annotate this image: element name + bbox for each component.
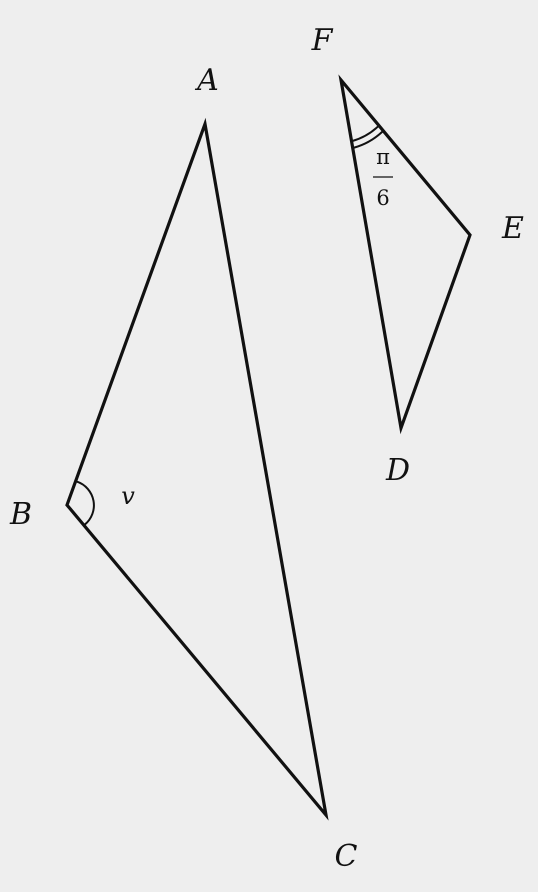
vertex-label-d: D [385, 453, 410, 488]
angle-arc-f-outer [353, 130, 384, 149]
angle-label-pi: π [376, 145, 390, 169]
vertex-label-f: F [311, 23, 334, 58]
vertex-label-b: B [9, 497, 32, 532]
vertex-label-a: A [194, 63, 219, 98]
angle-arc-f-inner [351, 124, 380, 143]
angle-label-v: v [121, 482, 135, 510]
angle-label-6: 6 [376, 186, 389, 210]
vertex-label-e: E [501, 211, 524, 246]
vertex-label-c: C [335, 839, 358, 874]
triangle-abc [65, 117, 329, 821]
triangle-fed [338, 74, 472, 435]
angle-arc-b [76, 480, 95, 526]
